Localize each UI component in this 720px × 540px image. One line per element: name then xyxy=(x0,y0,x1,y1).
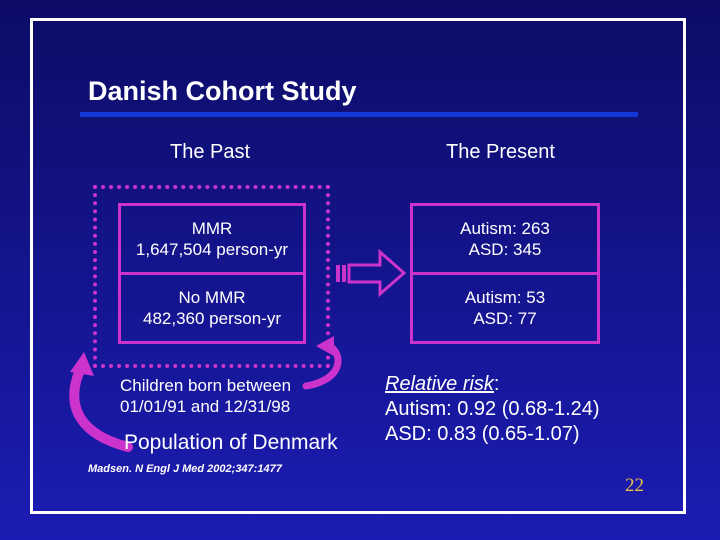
column-heading-present: The Present xyxy=(446,141,555,163)
relative-risk-colon: : xyxy=(493,373,500,395)
relative-risk-asd: ASD: 0.83 (0.65-1.07) xyxy=(385,423,580,445)
no-mmr-autism-count: Autism: 53 xyxy=(464,288,546,307)
citation: Madsen. N Engl J Med 2002;347:1477 xyxy=(88,463,282,475)
slide-frame xyxy=(30,18,686,514)
mmr-label: MMR xyxy=(191,219,233,238)
no-mmr-outcome-box: Autism: 53 ASD: 77 xyxy=(410,272,600,344)
slide-title: Danish Cohort Study xyxy=(88,76,357,106)
page-number: 22 xyxy=(625,475,644,496)
mmr-autism-count: Autism: 263 xyxy=(460,219,550,238)
no-mmr-group-box: No MMR 482,360 person-yr xyxy=(118,272,306,344)
mmr-person-years: 1,647,504 person-yr xyxy=(135,240,289,259)
no-mmr-person-years: 482,360 person-yr xyxy=(143,309,281,328)
relative-risk-autism: Autism: 0.92 (0.68-1.24) xyxy=(385,398,600,420)
relative-risk-label: Relative risk xyxy=(385,373,494,395)
no-mmr-asd-count: ASD: 77 xyxy=(473,309,537,328)
no-mmr-label: No MMR xyxy=(178,288,246,307)
past-to-present-arrow-icon xyxy=(336,248,407,298)
children-born-line2: 01/01/91 and 12/31/98 xyxy=(120,397,291,416)
relative-risk-heading: Relative risk: xyxy=(385,372,499,397)
population-label: Population of Denmark xyxy=(124,431,338,454)
children-born-line1: Children born between xyxy=(120,376,292,395)
title-underline xyxy=(80,112,638,117)
population-dotted-outline xyxy=(93,185,330,368)
curved-arrow-right-icon xyxy=(302,336,342,390)
mmr-asd-count: ASD: 345 xyxy=(468,240,542,259)
column-heading-past: The Past xyxy=(170,141,251,163)
curved-arrow-left-icon xyxy=(69,352,133,452)
